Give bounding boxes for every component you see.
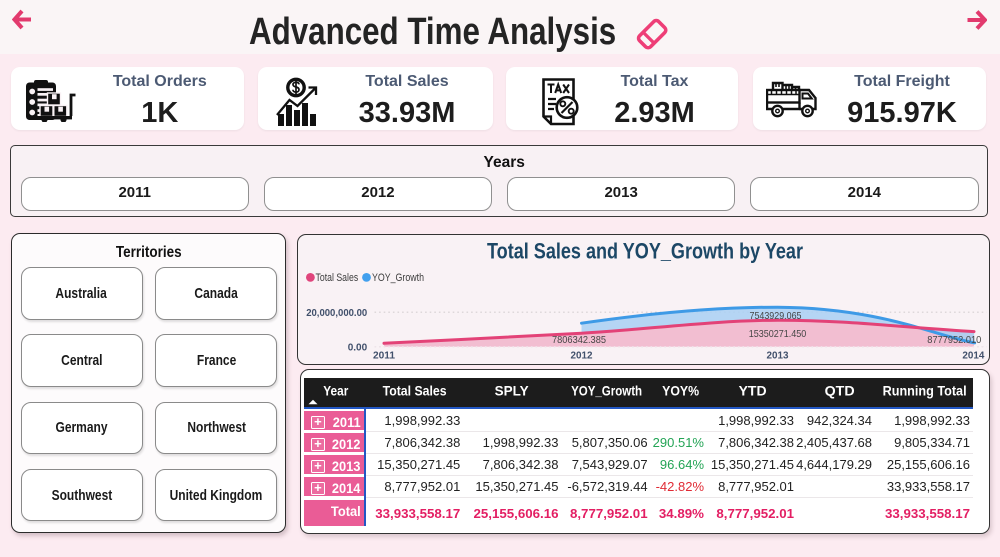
svg-text:20,000,000.00: 20,000,000.00 [306,307,367,318]
svg-text:2013: 2013 [766,350,788,361]
svg-text:YOY%: YOY% [662,383,699,399]
svg-text:YOY_Growth: YOY_Growth [571,383,642,399]
svg-text:YTD: YTD [739,383,767,399]
svg-text:YOY_Growth: YOY_Growth [372,271,424,283]
svg-text:2012: 2012 [570,350,592,361]
svg-text:Year: Year [324,383,349,399]
svg-text:8777952.010: 8777952.010 [927,333,981,345]
svg-text:0.00: 0.00 [347,342,367,353]
svg-text:7543929.065: 7543929.065 [749,310,801,322]
svg-text:2014: 2014 [962,350,984,361]
svg-text:15350271.450: 15350271.450 [748,328,806,340]
svg-text:Total Sales and YOY_Growth by: Total Sales and YOY_Growth by Year [487,238,803,263]
svg-text:2011: 2011 [373,350,395,361]
svg-text:7806342.385: 7806342.385 [552,334,606,346]
svg-text:QTD: QTD [825,383,855,399]
svg-text:Running Total: Running Total [883,383,967,399]
svg-text:SPLY: SPLY [495,383,530,399]
svg-text:Total Sales: Total Sales [383,383,447,399]
svg-text:Total Sales: Total Sales [315,271,358,283]
